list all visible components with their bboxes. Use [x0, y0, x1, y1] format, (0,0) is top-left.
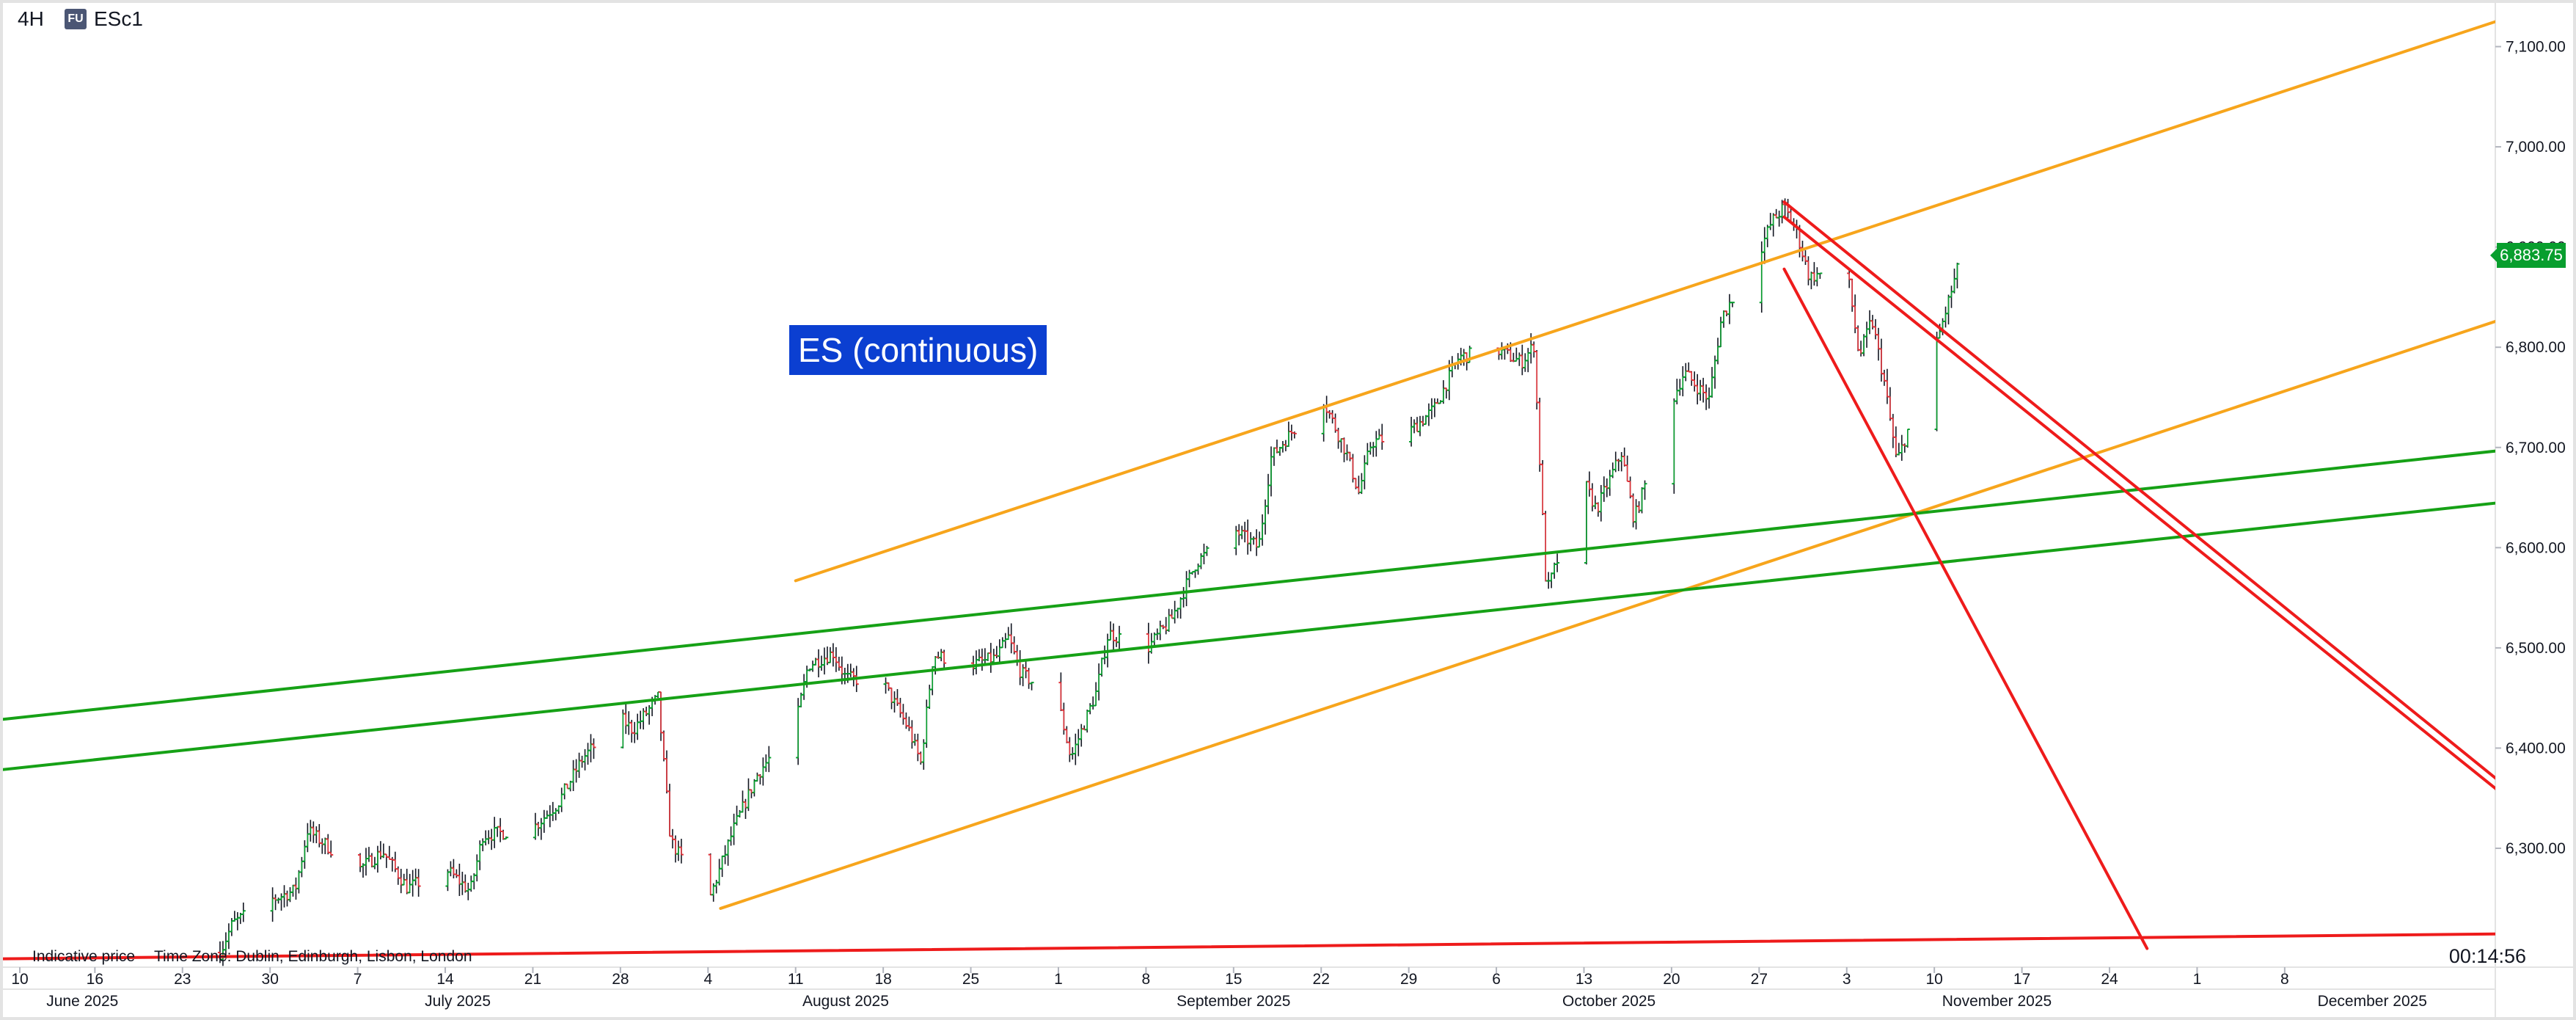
- time-axis: 10 16 23 30 7 14 21 28 4 11 18 25 1 8 15 22 29 6 13 20 27 3 10…: [11, 967, 2427, 1010]
- date-tick-label: 1: [1054, 971, 1063, 988]
- date-tick-label: 10: [11, 971, 28, 988]
- trendline-red: [3, 932, 2495, 961]
- date-tick-label: 14: [436, 971, 454, 988]
- price-tick-label: 6,500.00: [2506, 640, 2566, 657]
- date-tick-label: 7: [354, 971, 362, 988]
- date-tick-label: 6: [1492, 971, 1501, 988]
- date-tick-label: 13: [1576, 971, 1592, 988]
- month-label: October 2025: [1562, 993, 1655, 1010]
- date-tick-label: 29: [1400, 971, 1417, 988]
- trendline-red: [1782, 267, 2149, 950]
- date-tick-label: 25: [962, 971, 979, 988]
- trendline-red: [1782, 200, 2495, 780]
- chart-annotation-label[interactable]: ES (continuous): [789, 325, 1047, 375]
- date-tick-label: 11: [788, 971, 804, 988]
- symbol-label[interactable]: ESc1: [94, 7, 143, 30]
- month-label: July 2025: [425, 993, 491, 1010]
- price-axis: 6,300.00 6,400.00 6,500.00 6,600.00 6,700.00…: [2495, 39, 2566, 857]
- date-tick-label: 30: [262, 971, 279, 988]
- exchange-badge: FU: [65, 9, 87, 29]
- price-tick-label: 7,100.00: [2506, 39, 2566, 56]
- price-tick-label: 6,800.00: [2506, 339, 2566, 356]
- date-tick-label: 24: [2101, 971, 2118, 988]
- date-tick-label: 15: [1225, 971, 1242, 988]
- month-label: August 2025: [802, 993, 889, 1010]
- date-tick-label: 8: [1142, 971, 1151, 988]
- trendlines[interactable]: [0, 4, 2547, 961]
- axis-separators: [3, 3, 2573, 1017]
- date-tick-label: 17: [2013, 971, 2030, 988]
- date-tick-label: 3: [1843, 971, 1851, 988]
- indicative-price-label: Indicative price: [32, 948, 136, 965]
- time-zone-label[interactable]: Time Zone: Dublin, Edinburgh, Lisbon, Lo…: [154, 948, 472, 965]
- bar-countdown: 00:14:56: [2448, 945, 2526, 967]
- price-tick-label: 6,400.00: [2506, 740, 2566, 757]
- trendline-orange: [719, 319, 2495, 910]
- date-tick-label: 27: [1751, 971, 1768, 988]
- month-label: November 2025: [1942, 993, 2052, 1010]
- interval-label[interactable]: 4H: [18, 7, 44, 30]
- date-tick-label: 21: [524, 971, 541, 988]
- price-tick-label: 6,300.00: [2506, 840, 2566, 857]
- date-tick-label: 20: [1663, 971, 1680, 988]
- date-tick-label: 16: [87, 971, 103, 988]
- candlestick-series: [217, 198, 1960, 966]
- trendline-green: [3, 501, 2495, 771]
- date-tick-label: 23: [174, 971, 191, 988]
- date-tick-label: 22: [1313, 971, 1330, 988]
- date-tick-label: 1: [2193, 971, 2202, 988]
- trendline-orange: [794, 20, 2495, 583]
- price-tick-label: 6,700.00: [2506, 440, 2566, 456]
- trendline-red: [1782, 215, 2495, 790]
- price-tick-label: 6,600.00: [2506, 539, 2566, 556]
- date-tick-label: 10: [1926, 971, 1943, 988]
- price-tick-label: 7,000.00: [2506, 139, 2566, 156]
- trendline-green: [3, 449, 2495, 721]
- month-label: December 2025: [2318, 993, 2427, 1010]
- month-label: September 2025: [1177, 993, 1290, 1010]
- date-tick-label: 18: [874, 971, 891, 988]
- month-label: June 2025: [46, 993, 118, 1010]
- last-price-badge: 6,883.75: [2490, 243, 2566, 268]
- date-tick-label: 8: [2280, 971, 2289, 988]
- date-tick-label: 4: [703, 971, 712, 988]
- date-tick-label: 28: [612, 971, 629, 988]
